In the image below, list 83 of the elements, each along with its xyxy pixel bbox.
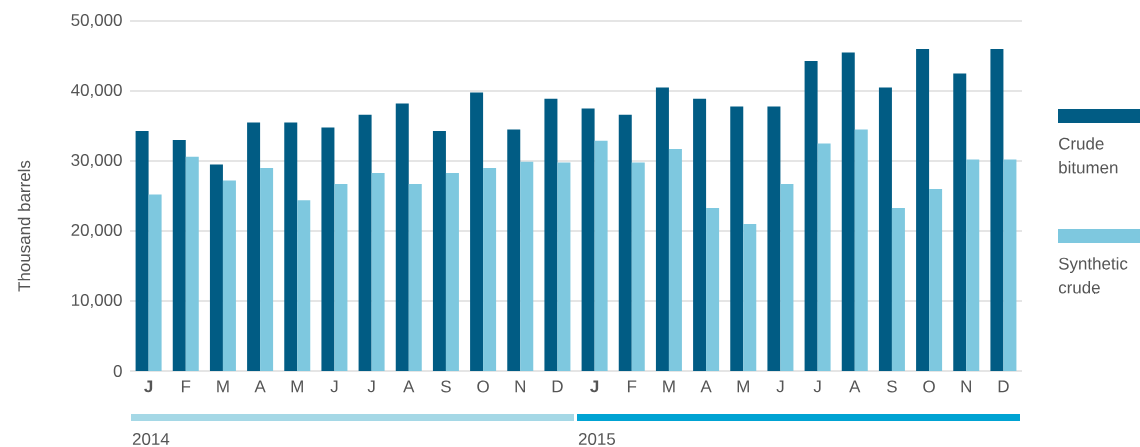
y-tick-label: 10,000 [71,293,122,308]
bar [297,200,311,371]
x-tick-label: D [998,380,1009,393]
bar [334,184,348,371]
x-tick-label: M [663,380,675,393]
bar [655,87,669,371]
x-tick-label: S [887,380,897,393]
bar [358,114,372,371]
x-tick-label: J [144,380,153,393]
x-tick-label: J [776,380,784,393]
bar [284,122,298,371]
x-tick-label: M [737,380,749,393]
x-tick-label: J [813,380,821,393]
bar [878,87,892,371]
bar [706,207,720,371]
bar [966,159,980,371]
bar [804,60,818,371]
bar [631,162,645,371]
bar [432,130,446,371]
x-tick-label: M [217,380,229,393]
bar [371,172,385,371]
x-tick-label: D [552,380,563,393]
x-tick-label: J [367,380,375,393]
x-tick-label: A [254,380,266,393]
bar [148,194,162,371]
y-tick-label: 40,000 [71,83,122,98]
bar [668,149,682,371]
y-tick-label: 20,000 [71,223,122,238]
bar [247,122,261,371]
bar [395,103,409,371]
bar [929,188,943,371]
bar [172,139,186,371]
legend-label: Synthetic crude [1058,257,1128,294]
x-tick-label: N [515,380,525,393]
bar [780,184,794,371]
x-tick-label: S [441,380,451,393]
bar [916,48,930,371]
bar [408,184,422,371]
y-tick-label: 30,000 [71,153,122,168]
bar [730,106,744,371]
bar [483,167,497,371]
x-tick-label: A [849,380,861,393]
bar [953,73,967,371]
bar [854,129,868,371]
legend-label: Crude bitumen [1059,137,1118,174]
x-tick-label: O [923,380,935,393]
bar [544,98,558,371]
x-tick-label: J [330,380,338,393]
bar [222,180,236,371]
text: 2014 [132,432,170,445]
x-tick-label: J [590,380,599,393]
x-tick-label: O [477,380,489,393]
bar [767,106,781,371]
bar [520,161,534,371]
bar [743,223,757,371]
x-tick-label: N [961,380,971,393]
bar [891,207,905,371]
x-tick-label: M [291,380,303,393]
x-tick-label: F [627,380,637,393]
x-tick-label: A [403,380,415,393]
bar [594,140,608,371]
bar [135,130,149,371]
bar [260,167,274,371]
bar [185,156,199,371]
bar [1003,159,1017,371]
x-tick-label: F [181,380,191,393]
bar [618,114,632,371]
y-tick-label: 0 [113,364,122,377]
x-tick-label: A [700,380,712,393]
bar [321,127,335,371]
bar [817,143,831,371]
bar [841,52,855,371]
bar [693,98,707,371]
bar [445,172,459,371]
text: 2015 [578,432,616,445]
bar [507,129,521,371]
bar [990,48,1004,371]
bar [209,164,223,371]
y-tick-label: 50,000 [71,13,122,28]
bar [470,92,484,371]
bar [557,162,571,371]
bar [581,108,595,371]
y-axis-title: Thousand barrels [17,160,31,292]
